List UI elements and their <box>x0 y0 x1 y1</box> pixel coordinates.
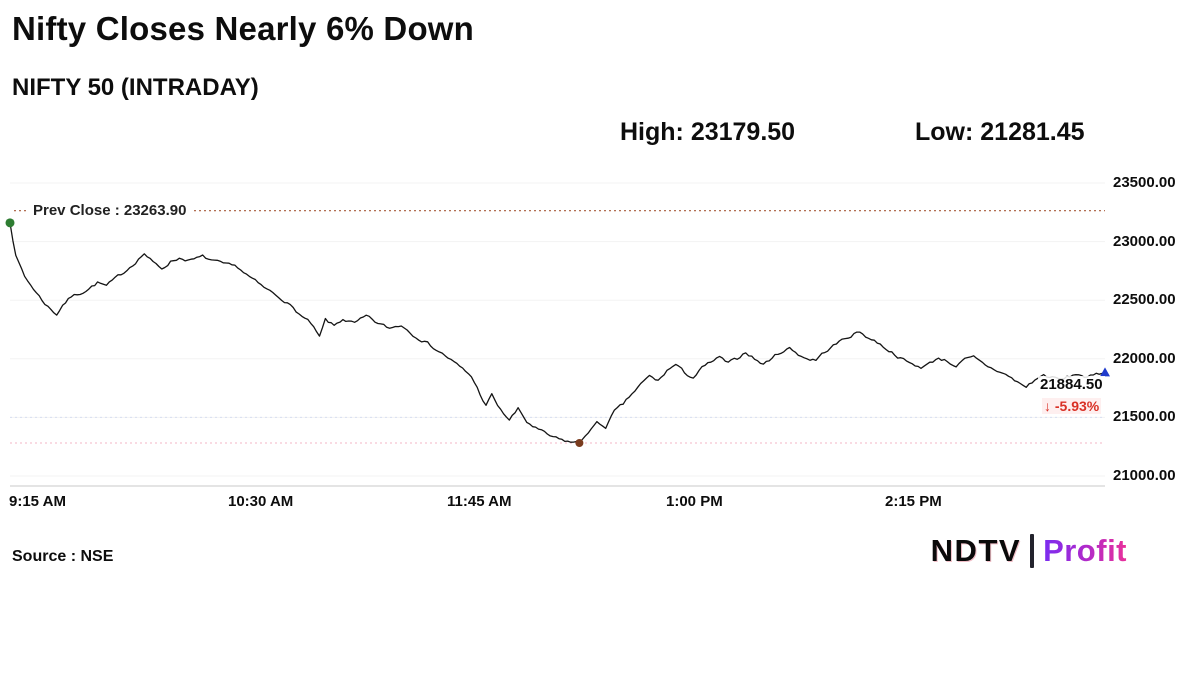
page-title: Nifty Closes Nearly 6% Down <box>12 10 475 47</box>
x-axis-tick-label: 9:15 AM <box>9 493 66 510</box>
logo-separator <box>1030 534 1035 568</box>
ndtv-logo-text: NDTV <box>930 533 1022 568</box>
profit-logo-text: Profit <box>1043 533 1127 568</box>
chart-subtitle: NIFTY 50 (INTRADAY) <box>12 74 259 101</box>
change-percent-label: ↓ -5.93% <box>1042 398 1102 415</box>
x-axis-tick-label: 1:00 PM <box>666 493 723 510</box>
y-axis-tick-label: 22500.00 <box>1113 291 1176 309</box>
y-axis-tick-label: 23000.00 <box>1113 232 1176 250</box>
high-value-label: High: 23179.50 <box>620 118 796 146</box>
prev-close-label: Prev Close : 23263.90 <box>28 201 192 219</box>
y-axis-tick-label: 21000.00 <box>1113 467 1176 484</box>
low-value-label: Low: 21281.45 <box>915 118 1085 146</box>
x-axis-tick-label: 10:30 AM <box>228 493 294 510</box>
ndtv-profit-logo: NDTV Profit <box>931 533 1127 569</box>
source-label: Source : NSE <box>12 548 114 565</box>
session-open-dot <box>5 218 15 228</box>
session-low-dot <box>575 439 584 448</box>
y-axis-tick-label: 21500.00 <box>1113 408 1176 426</box>
y-axis-tick-label: 22000.00 <box>1113 349 1176 367</box>
last-price-label: 21884.50 <box>1038 376 1105 394</box>
last-price-marker <box>1100 367 1110 377</box>
x-axis-tick-label: 2:15 PM <box>885 493 942 510</box>
y-axis-tick-label: 23500.00 <box>1113 174 1176 191</box>
price-line-chart <box>5 182 1110 487</box>
price-line <box>9 222 1106 444</box>
x-axis-tick-label: 11:45 AM <box>447 493 512 510</box>
